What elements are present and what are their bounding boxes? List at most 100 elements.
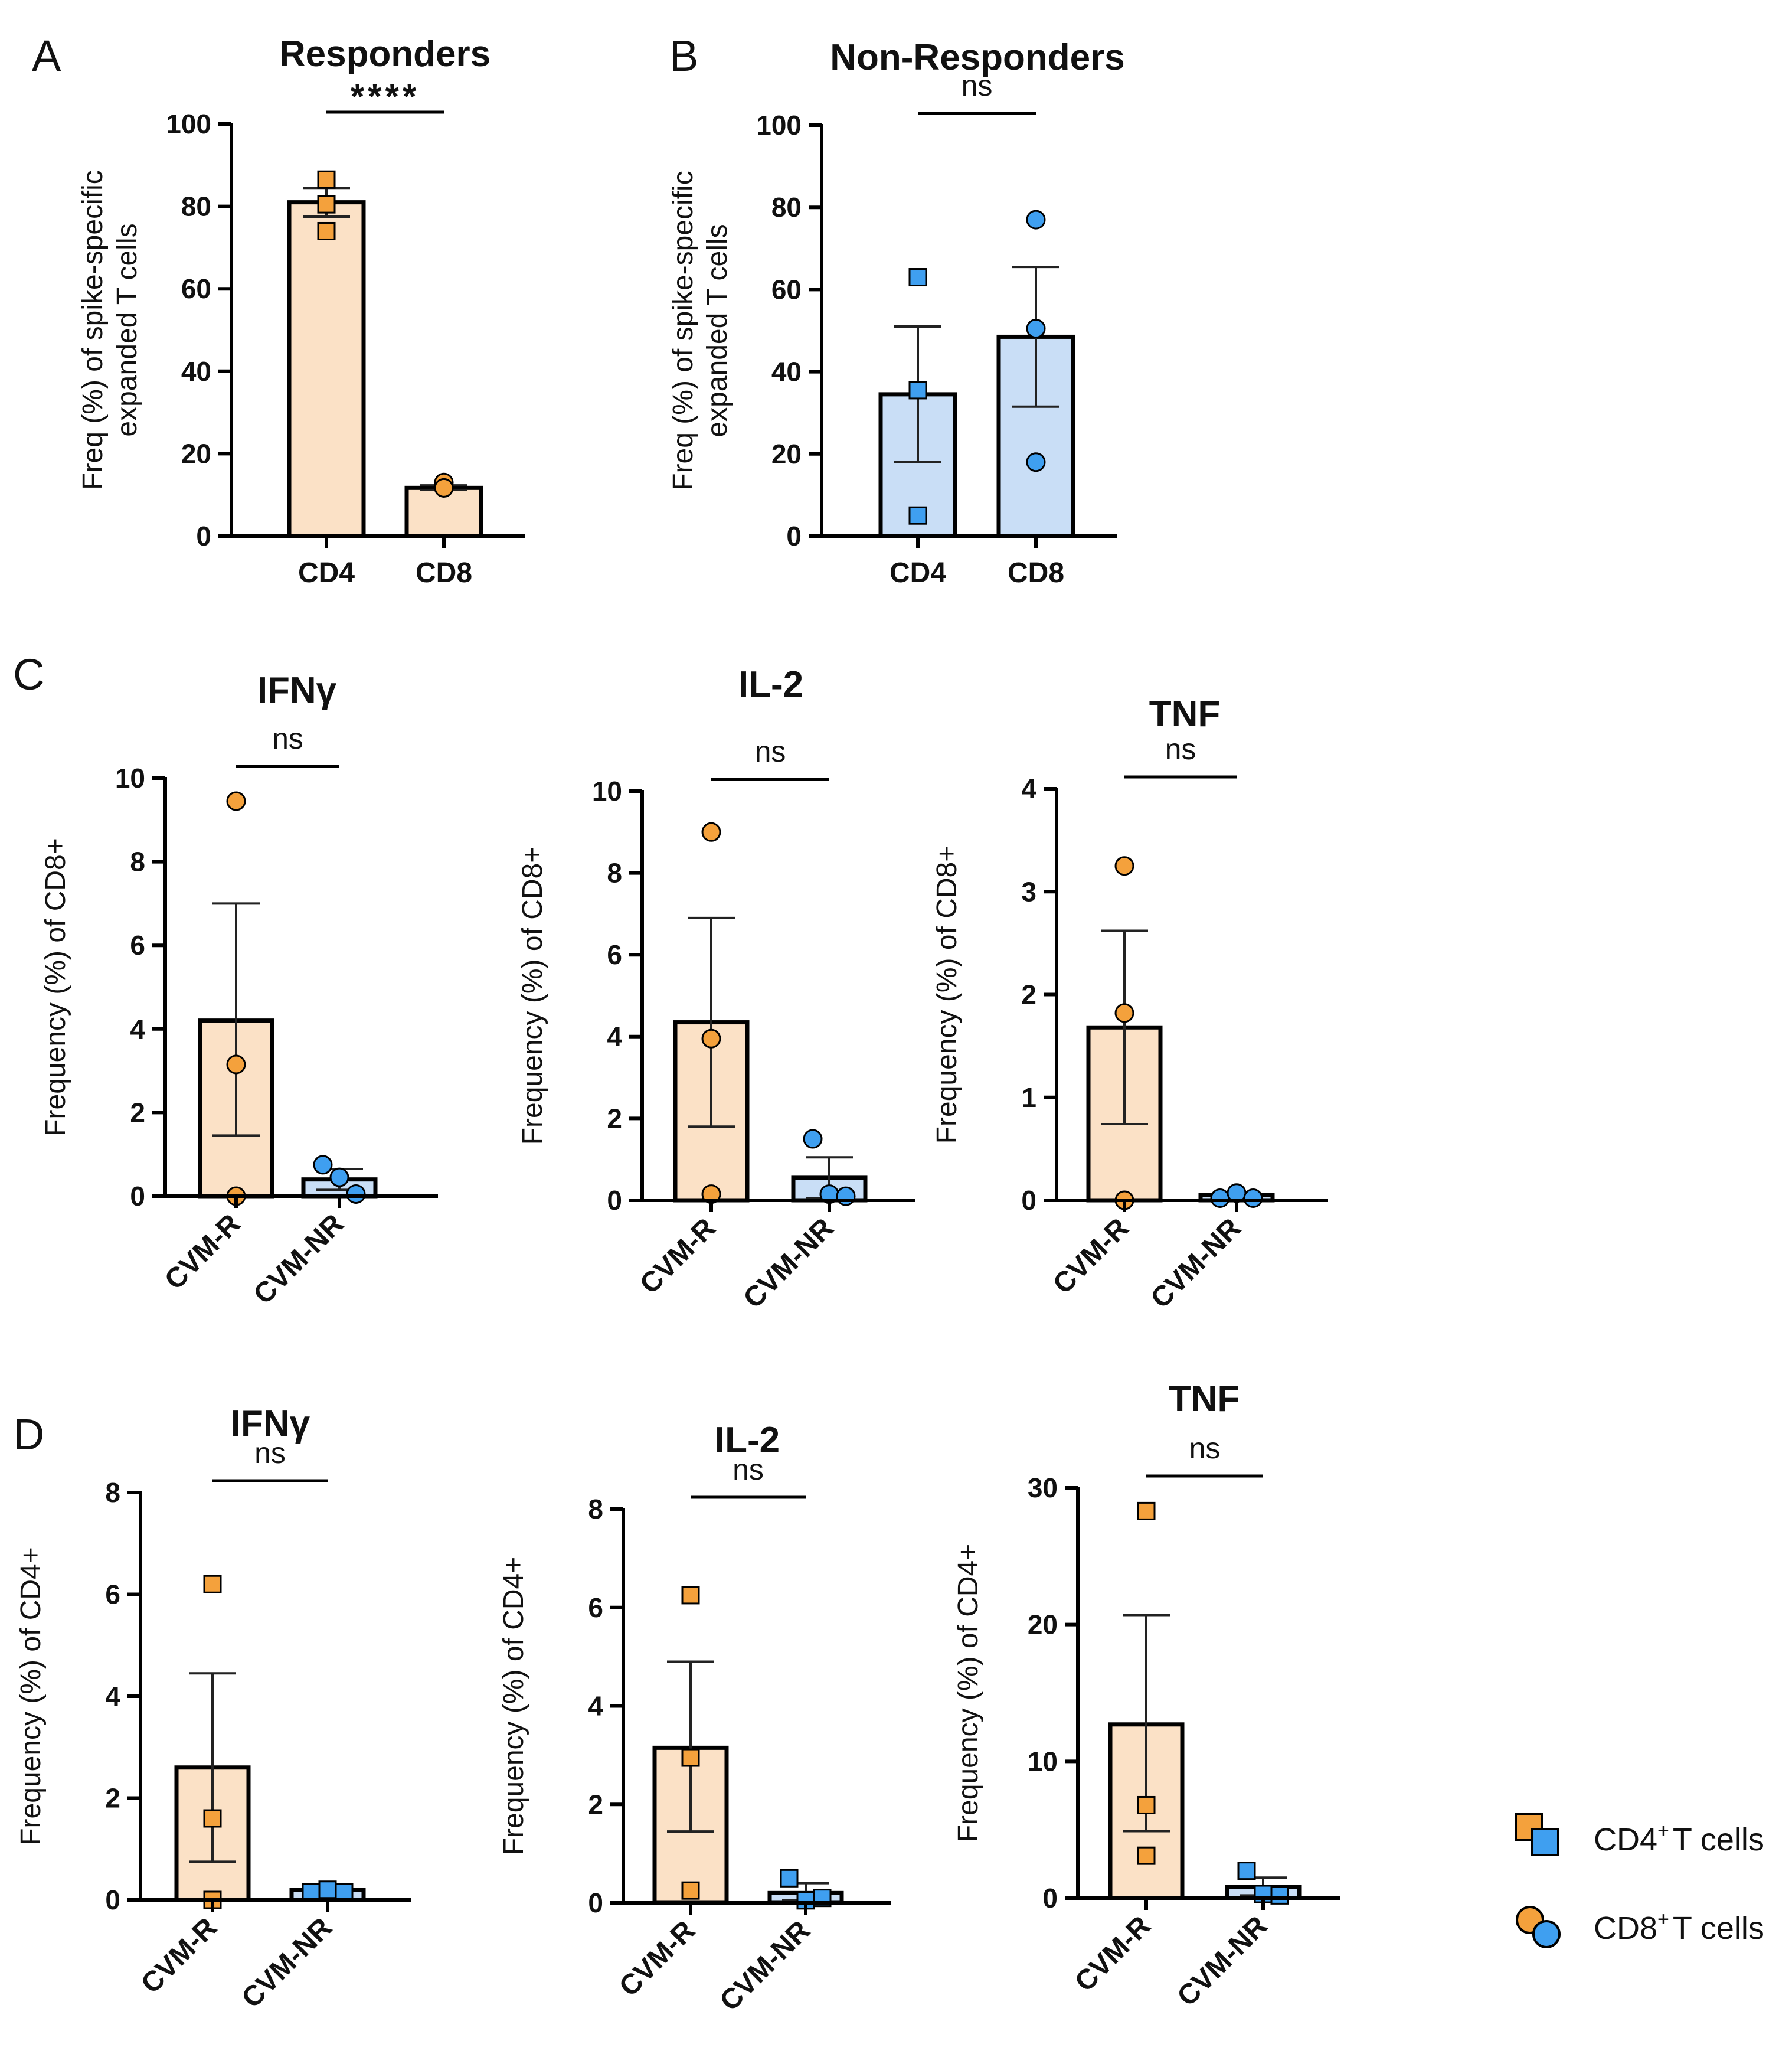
significance-label: ns [1165,733,1196,766]
legend-cd8-suffix: T cells [1673,1911,1764,1946]
error-bar [189,1672,236,1863]
data-point [1237,1862,1256,1880]
data-point [346,1184,366,1204]
y-tick-label: 1 [1021,1082,1036,1113]
panel-label: B [669,31,698,80]
y-tick-label: 20 [1028,1609,1058,1640]
data-point [313,1155,333,1175]
chart-title: IFNγ [257,670,337,711]
x-tick-label: CVM-NR [714,1915,816,2017]
chart-d3: TNF Frequency (%) of CD4+ 0 10 20 30 CVM-R CVM-… [953,1379,1340,2013]
y-tick-label: 0 [607,1185,622,1216]
y-axis-label: Freq (%) of spike-specific [77,170,109,489]
chart-title: Responders [279,34,490,74]
y-tick-label: 0 [786,521,802,551]
y-tick-label: 2 [130,1097,145,1128]
data-point [203,1809,222,1828]
x-tick-label: CVM-NR [1172,1910,1274,2012]
significance-label: ns [962,69,993,102]
data-point [701,1028,721,1049]
data-point [1026,210,1046,230]
y-tick-label: 4 [607,1021,622,1052]
square-pair-icon [1515,1813,1559,1856]
panel-label: C [13,650,44,699]
y-tick-label: 0 [1021,1185,1036,1216]
y-tick-label: 80 [181,191,211,222]
chart-c1: C IFNγ Frequency (%) of CD8+ 0 2 4 6 8 10 CVM-R CV… [13,650,438,1311]
x-tick-label: CD8 [416,557,472,589]
legend-cd8-label: CD8 [1594,1911,1657,1946]
x-tick-label: CVM-R [1069,1910,1157,1998]
significance-label: ns [755,735,786,768]
y-tick-label: 3 [1021,876,1036,907]
error-bar [212,902,260,1137]
y-tick-label: 40 [181,356,211,387]
error-bar [688,916,735,1128]
chart-d1: D IFNγ Frequency (%) of CD4+ 0 2 4 6 8 CVM-R CVM-… [13,1403,411,2014]
x-tick-label: CVM-NR [738,1212,840,1314]
y-tick-label: 8 [607,858,622,889]
y-tick-label: 2 [1021,979,1036,1010]
y-tick-label: 10 [115,763,145,793]
data-point [908,381,927,400]
x-tick-label: CVM-NR [1145,1212,1247,1314]
data-point [836,1186,856,1206]
y-tick-label: 0 [1042,1883,1058,1913]
y-tick-label: 0 [105,1885,120,1915]
data-point [908,268,927,287]
chart-title: TNF [1149,694,1221,734]
chart-title: IFNγ [231,1403,310,1444]
y-tick-label: 8 [105,1477,120,1508]
significance-label: ns [272,722,303,755]
y-tick-label: 60 [771,274,802,305]
y-tick-label: 8 [588,1494,603,1524]
x-tick-label: CD8 [1008,557,1064,589]
data-point [317,221,336,240]
chart-title: IL-2 [715,1420,780,1461]
legend-cd4-sup: + [1657,1820,1669,1842]
chart-title: TNF [1169,1379,1240,1419]
x-tick-label: CVM-R [634,1212,722,1300]
x-tick-label: CVM-NR [236,1912,338,2014]
data-point [1270,1886,1289,1905]
svg-text:CD4+T cells: CD4+ T cells [1594,1820,1764,1857]
y-tick-label: 6 [607,939,622,970]
bar [287,200,366,538]
legend-item-cd8: CD8+ T cells [1516,1906,1764,1948]
data-point [302,1883,321,1902]
y-tick-label: 10 [1028,1746,1058,1777]
data-point [681,1881,700,1900]
data-point [1114,1003,1134,1023]
panel-label: D [13,1410,44,1459]
data-point [681,1586,700,1605]
x-tick-label: CVM-R [1047,1212,1135,1300]
significance-label: **** [351,77,420,116]
data-point [701,822,721,842]
legend-cd4-label: CD4 [1594,1822,1657,1857]
chart-c2: IL-2 Frequency (%) of CD8+ 0 2 4 6 8 10 CVM-R CVM… [517,664,915,1315]
y-tick-label: 100 [756,110,802,141]
legend-cd4-suffix: T cells [1673,1822,1764,1857]
data-point [318,1880,337,1899]
y-tick-label: 4 [105,1681,120,1712]
y-tick-label: 6 [105,1579,120,1610]
significance-label: ns [254,1436,286,1470]
y-axis-label: Frequency (%) of CD8+ [931,845,963,1144]
data-point [1026,452,1046,472]
y-axis-label: expanded T cells [702,224,733,437]
x-tick-label: CVM-R [613,1915,701,2003]
y-axis-label: Frequency (%) of CD8+ [40,838,71,1137]
chart-title: Non-Responders [830,37,1124,78]
panel-label: A [32,31,61,80]
error-bar [1101,929,1148,1126]
y-axis-label: Frequency (%) of CD4+ [953,1544,984,1843]
data-point [1210,1188,1230,1209]
y-tick-label: 2 [105,1783,120,1814]
y-tick-label: 20 [181,438,211,469]
data-point [1026,319,1046,339]
y-tick-label: 40 [771,357,802,387]
legend: CD4+ T cells CD8+ T cells [1515,1813,1764,1948]
error-bar [1123,1614,1170,1833]
significance-label: ns [1189,1432,1221,1465]
